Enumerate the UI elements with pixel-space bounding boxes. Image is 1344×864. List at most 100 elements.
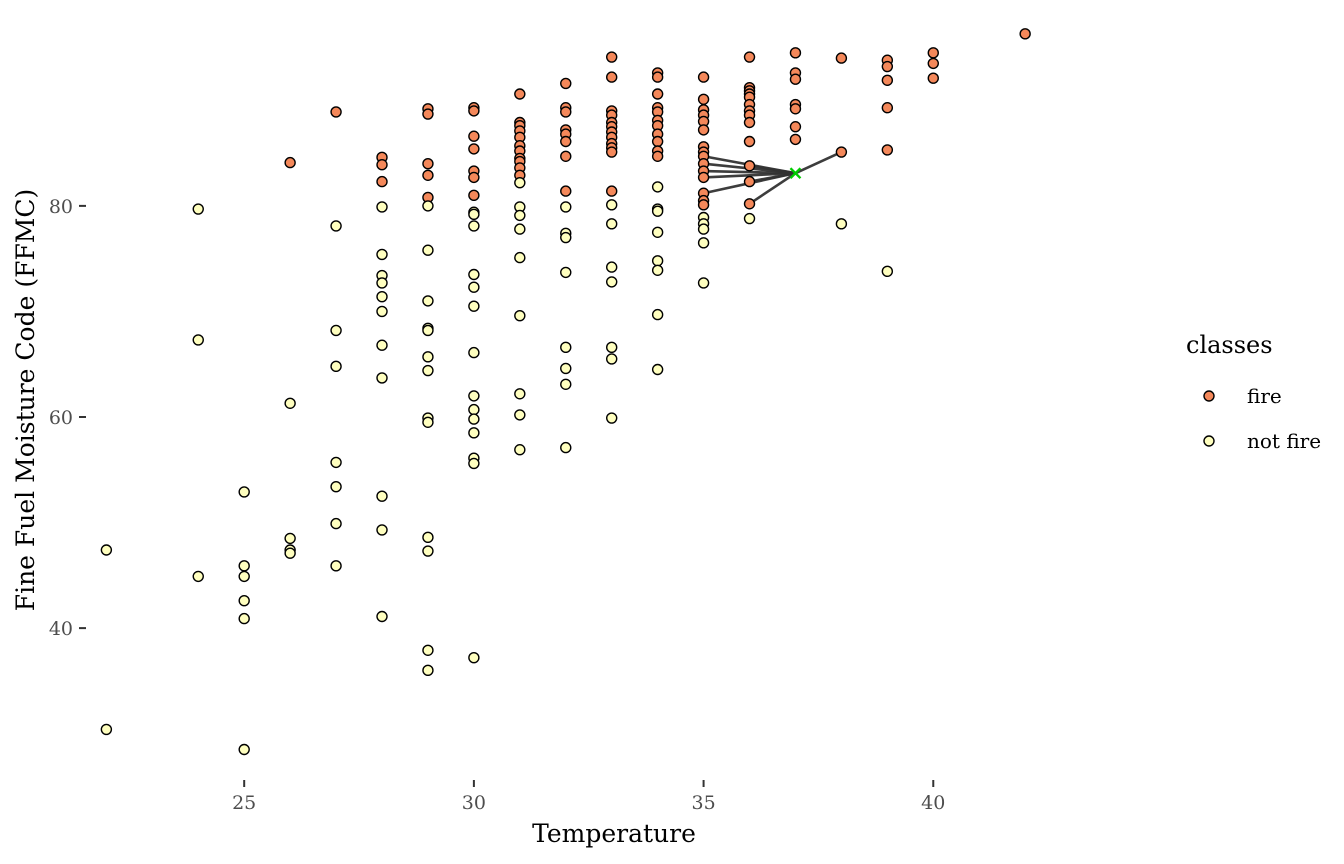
fire-point bbox=[422, 108, 434, 120]
not-fire-point bbox=[468, 427, 480, 439]
not-fire-point bbox=[238, 594, 250, 607]
not-fire-point bbox=[330, 517, 342, 530]
fire-point bbox=[651, 135, 664, 148]
legend: classes fire not fire bbox=[1186, 331, 1321, 453]
not-fire-point bbox=[468, 208, 480, 221]
not-fire-point bbox=[468, 457, 480, 470]
fire-point bbox=[743, 160, 756, 172]
not-fire-point bbox=[376, 372, 388, 384]
fire-point bbox=[560, 135, 572, 148]
fire-point bbox=[835, 52, 848, 64]
not-fire-point bbox=[422, 364, 434, 377]
neighbor-link bbox=[703, 171, 796, 179]
x-tick-label: 30 bbox=[462, 792, 486, 814]
not-fire-point bbox=[651, 181, 664, 193]
fire-point bbox=[697, 171, 710, 184]
not-fire-point bbox=[514, 209, 526, 222]
not-fire-point bbox=[376, 339, 388, 351]
not-fire-point bbox=[422, 351, 434, 363]
not-fire-point bbox=[238, 560, 250, 572]
not-fire-point bbox=[697, 237, 710, 249]
not-fire-point bbox=[743, 212, 756, 225]
not-fire-point bbox=[422, 244, 434, 256]
not-fire-point bbox=[468, 403, 480, 416]
legend-key bbox=[1203, 390, 1215, 402]
not-fire-point bbox=[192, 334, 204, 346]
y-axis: 40 60 80 bbox=[49, 196, 86, 640]
fire-point bbox=[606, 51, 618, 63]
legend-label: not fire bbox=[1247, 429, 1321, 453]
not-fire-point bbox=[468, 413, 480, 425]
not-fire-point bbox=[514, 388, 526, 400]
not-fire-point bbox=[422, 545, 434, 557]
not-fire-point bbox=[422, 416, 434, 428]
fire-point bbox=[330, 106, 342, 118]
not-fire-point bbox=[514, 251, 526, 264]
not-fire-point bbox=[606, 261, 618, 273]
not-fire-point bbox=[376, 201, 388, 213]
y-tick-label: 60 bbox=[49, 407, 73, 429]
fire-point bbox=[789, 73, 802, 85]
legend-key bbox=[1203, 435, 1215, 447]
fire-point bbox=[468, 130, 480, 142]
fire-point bbox=[651, 150, 664, 162]
not-fire-point bbox=[376, 290, 388, 303]
not-fire-point bbox=[468, 268, 480, 281]
fire-point bbox=[560, 106, 572, 118]
query-point bbox=[789, 167, 802, 180]
fire-point bbox=[376, 175, 388, 188]
fire-point bbox=[789, 133, 802, 146]
not-fire-point bbox=[376, 524, 388, 536]
fire-point bbox=[606, 71, 618, 83]
not-fire-point bbox=[100, 544, 113, 556]
legend-title: classes bbox=[1186, 331, 1273, 359]
fire-point bbox=[468, 189, 480, 202]
not-fire-point bbox=[514, 223, 526, 235]
not-fire-point bbox=[192, 203, 204, 215]
fire-point bbox=[743, 198, 756, 210]
not-fire-point bbox=[881, 265, 894, 278]
fire-point bbox=[927, 57, 939, 70]
not-fire-point bbox=[100, 723, 113, 736]
fire-point bbox=[743, 51, 756, 63]
not-fire-point bbox=[606, 353, 618, 365]
not-fire-point bbox=[468, 281, 480, 293]
x-tick-label: 25 bbox=[232, 792, 256, 814]
fire-point bbox=[422, 157, 434, 170]
not-fire-point bbox=[468, 651, 480, 664]
not-fire-point bbox=[651, 264, 664, 276]
not-fire-point bbox=[422, 295, 434, 307]
not-fire-point bbox=[284, 532, 296, 545]
not-fire-point bbox=[376, 490, 388, 502]
fire-point bbox=[560, 77, 572, 90]
fire-point bbox=[606, 185, 618, 197]
not-fire-point bbox=[468, 220, 480, 232]
not-fire-point bbox=[560, 362, 572, 375]
y-axis-title: Fine Fuel Moisture Code (FFMC) bbox=[11, 189, 40, 612]
fire-point bbox=[560, 185, 572, 197]
not-fire-point bbox=[514, 309, 526, 322]
fire-point bbox=[881, 60, 894, 73]
x-tick-label: 40 bbox=[921, 792, 945, 814]
not-fire-point bbox=[651, 255, 664, 267]
fire-point bbox=[743, 135, 756, 148]
not-fire-point bbox=[422, 200, 434, 212]
neighbor-link bbox=[748, 172, 797, 205]
not-fire-point bbox=[606, 218, 618, 230]
fire-point bbox=[743, 175, 756, 188]
not-fire-point bbox=[468, 346, 480, 359]
fire-point bbox=[468, 143, 480, 155]
not-fire-point bbox=[606, 276, 618, 288]
fire-point bbox=[697, 71, 710, 83]
neighbor-links bbox=[703, 150, 842, 205]
fire-point bbox=[514, 88, 526, 100]
fire-point bbox=[651, 88, 664, 100]
y-tick-label: 40 bbox=[49, 618, 73, 640]
not-fire-point bbox=[284, 547, 296, 559]
not-fire-point bbox=[192, 570, 204, 583]
not-fire-point bbox=[422, 531, 434, 544]
not-fire-point bbox=[560, 378, 572, 390]
fire-point bbox=[560, 150, 572, 162]
not-fire-point bbox=[376, 248, 388, 261]
